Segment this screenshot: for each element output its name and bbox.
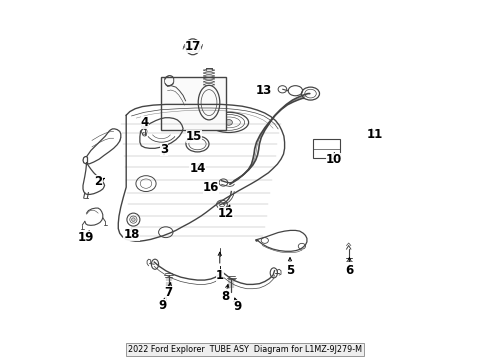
Text: 17: 17 [185, 40, 201, 53]
Text: 5: 5 [286, 264, 294, 276]
Text: 7: 7 [165, 286, 173, 299]
Ellipse shape [225, 120, 232, 125]
Text: 14: 14 [189, 162, 206, 175]
Text: 1: 1 [216, 269, 224, 282]
Text: 6: 6 [345, 264, 353, 276]
Text: 2022 Ford Explorer  TUBE ASY  Diagram for L1MZ-9J279-M: 2022 Ford Explorer TUBE ASY Diagram for … [128, 346, 362, 354]
Bar [313, 139, 340, 158]
Ellipse shape [132, 218, 135, 221]
Text: 8: 8 [221, 291, 229, 303]
Text: 3: 3 [160, 143, 168, 156]
Text: 9: 9 [234, 300, 242, 313]
Text: 15: 15 [186, 130, 202, 143]
Text: 13: 13 [256, 84, 272, 97]
Text: 11: 11 [367, 129, 383, 141]
Text: 19: 19 [78, 231, 94, 244]
Text: 16: 16 [202, 181, 219, 194]
Text: 12: 12 [218, 207, 234, 220]
Text: 9: 9 [159, 299, 167, 312]
Text: 4: 4 [141, 116, 149, 129]
Text: 2: 2 [95, 175, 102, 188]
Bar [162, 77, 225, 130]
Text: 10: 10 [326, 153, 343, 166]
Text: 18: 18 [123, 228, 140, 241]
